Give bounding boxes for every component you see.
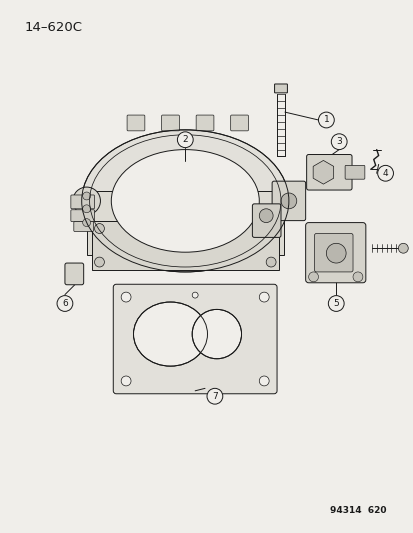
FancyBboxPatch shape bbox=[86, 191, 283, 255]
Circle shape bbox=[328, 296, 343, 311]
Text: 4: 4 bbox=[382, 169, 387, 178]
Circle shape bbox=[192, 292, 198, 298]
FancyBboxPatch shape bbox=[65, 263, 83, 285]
Text: 3: 3 bbox=[335, 137, 341, 146]
Circle shape bbox=[177, 132, 193, 148]
FancyBboxPatch shape bbox=[91, 221, 278, 270]
Ellipse shape bbox=[73, 187, 100, 215]
FancyBboxPatch shape bbox=[74, 222, 93, 231]
FancyBboxPatch shape bbox=[230, 115, 248, 131]
Circle shape bbox=[121, 292, 131, 302]
FancyBboxPatch shape bbox=[344, 165, 364, 179]
FancyBboxPatch shape bbox=[252, 204, 280, 237]
Text: 14–620C: 14–620C bbox=[24, 21, 82, 34]
FancyBboxPatch shape bbox=[196, 115, 214, 131]
Circle shape bbox=[352, 272, 362, 282]
Circle shape bbox=[94, 257, 104, 267]
Circle shape bbox=[57, 296, 73, 311]
FancyBboxPatch shape bbox=[274, 84, 287, 93]
Circle shape bbox=[259, 209, 273, 223]
Ellipse shape bbox=[111, 150, 259, 252]
FancyBboxPatch shape bbox=[71, 210, 94, 222]
Circle shape bbox=[81, 195, 93, 207]
Circle shape bbox=[83, 192, 90, 200]
Circle shape bbox=[83, 205, 90, 213]
FancyBboxPatch shape bbox=[161, 115, 179, 131]
FancyBboxPatch shape bbox=[306, 155, 351, 190]
Circle shape bbox=[121, 376, 131, 386]
Text: 94314  620: 94314 620 bbox=[329, 506, 385, 515]
Circle shape bbox=[308, 272, 318, 282]
Circle shape bbox=[318, 112, 333, 128]
Text: 2: 2 bbox=[182, 135, 188, 144]
Circle shape bbox=[94, 223, 104, 233]
Circle shape bbox=[266, 223, 275, 233]
FancyBboxPatch shape bbox=[113, 284, 276, 394]
Ellipse shape bbox=[81, 130, 288, 272]
FancyBboxPatch shape bbox=[71, 195, 94, 209]
Circle shape bbox=[83, 219, 90, 227]
Circle shape bbox=[259, 376, 268, 386]
Text: 5: 5 bbox=[332, 299, 338, 308]
Text: 6: 6 bbox=[62, 299, 68, 308]
Circle shape bbox=[330, 134, 346, 150]
FancyBboxPatch shape bbox=[314, 233, 352, 272]
Ellipse shape bbox=[325, 244, 345, 263]
FancyBboxPatch shape bbox=[271, 181, 305, 221]
Circle shape bbox=[206, 389, 222, 404]
Ellipse shape bbox=[192, 310, 241, 359]
Circle shape bbox=[377, 165, 392, 181]
Circle shape bbox=[397, 244, 407, 253]
Circle shape bbox=[280, 193, 296, 209]
Ellipse shape bbox=[133, 302, 207, 366]
FancyBboxPatch shape bbox=[127, 115, 145, 131]
Text: 1: 1 bbox=[323, 116, 328, 125]
Circle shape bbox=[259, 292, 268, 302]
Circle shape bbox=[266, 257, 275, 267]
Text: 7: 7 bbox=[211, 392, 217, 401]
FancyBboxPatch shape bbox=[305, 223, 365, 283]
